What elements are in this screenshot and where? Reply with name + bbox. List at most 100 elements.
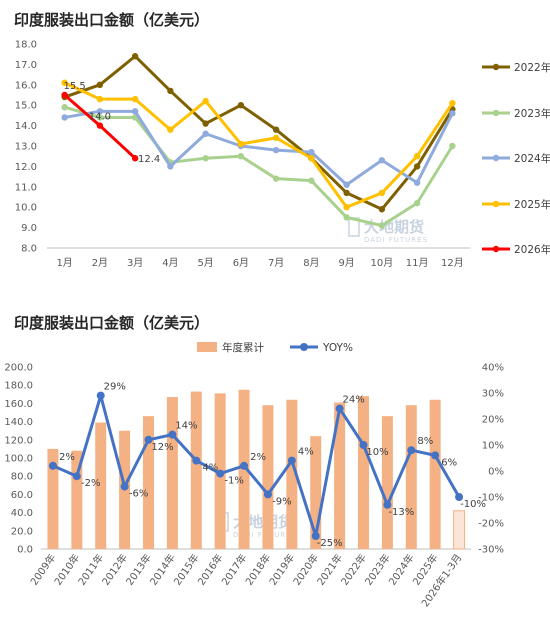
series-line-2022年 xyxy=(64,54,454,211)
watermark-subtext: DADI FUTURES xyxy=(364,236,428,244)
data-point xyxy=(378,206,386,213)
y-left-tick-label: 120.0 xyxy=(4,435,33,446)
y-tick-label: 12.0 xyxy=(15,162,37,173)
yoy-data-label: -9% xyxy=(272,496,291,507)
yoy-data-label: -13% xyxy=(388,507,414,518)
bar xyxy=(429,399,441,549)
y-left-tick-label: 40.0 xyxy=(11,508,33,519)
data-point xyxy=(131,155,139,162)
data-point xyxy=(413,179,421,186)
yoy-point xyxy=(359,441,368,449)
data-point xyxy=(96,81,104,89)
yoy-line xyxy=(52,394,461,538)
data-point xyxy=(61,79,68,86)
series-line-2025年 xyxy=(63,81,454,209)
y-tick-label: 18.0 xyxy=(15,40,37,51)
yoy-data-label: 4% xyxy=(298,447,314,458)
yoy-data-label: 14% xyxy=(175,421,197,432)
y-left-tick-label: 20.0 xyxy=(11,526,33,537)
data-point xyxy=(61,114,68,121)
legend-marker xyxy=(492,154,500,162)
x-tick-label: 7月 xyxy=(268,257,284,269)
legend-label-line: YOY% xyxy=(322,342,353,354)
yoy-point xyxy=(311,532,320,540)
data-point xyxy=(343,189,350,197)
data-point xyxy=(378,222,386,229)
yoy-point xyxy=(144,435,153,444)
data-point xyxy=(308,155,315,162)
data-point xyxy=(237,102,245,109)
bar xyxy=(190,391,202,549)
y-tick-label: 8.0 xyxy=(21,244,37,255)
data-point xyxy=(96,122,104,129)
yoy-data-label: 12% xyxy=(151,442,173,453)
x-tick-label: 2月 xyxy=(92,257,108,269)
data-point xyxy=(202,120,209,127)
data-point xyxy=(378,157,386,164)
bar xyxy=(47,448,59,549)
data-point xyxy=(343,181,350,188)
x-tick-label: 9月 xyxy=(338,257,354,269)
data-point xyxy=(96,108,104,115)
yoy-point xyxy=(216,469,225,478)
yoy-data-label: -6% xyxy=(129,489,148,500)
x-tick-label: 12月 xyxy=(441,257,464,269)
yoy-data-label: 29% xyxy=(104,382,126,393)
yoy-data-label: -2% xyxy=(81,478,100,489)
yoy-point xyxy=(335,404,344,413)
series-line-2023年 xyxy=(64,105,454,228)
legend-marker-line xyxy=(300,343,308,351)
data-point xyxy=(61,91,68,99)
yoy-point xyxy=(240,461,249,470)
y-right-tick-label: -20% xyxy=(478,519,504,530)
y-left-tick-label: 0.0 xyxy=(17,545,33,556)
data-point xyxy=(237,140,245,148)
data-point xyxy=(308,177,315,184)
bar xyxy=(334,402,346,549)
yoy-data-label: 10% xyxy=(366,447,388,458)
legend-label: 2023年 xyxy=(514,107,550,120)
bar xyxy=(358,396,369,549)
x-tick-label: 8月 xyxy=(303,257,319,269)
legend-label: 2025年 xyxy=(514,198,550,211)
yoy-point xyxy=(431,451,440,460)
legend-marker xyxy=(492,109,500,117)
x-tick-label: 5月 xyxy=(197,257,213,269)
chart2-title: 印度服装出口金额（亿美元） xyxy=(14,314,210,332)
data-point xyxy=(237,153,245,160)
yoy-point xyxy=(72,472,81,481)
y-right-tick-label: -30% xyxy=(478,545,504,556)
yoy-data-label: 8% xyxy=(417,436,433,447)
y-tick-label: 14.0 xyxy=(15,121,37,132)
x-tick-label: 3月 xyxy=(127,257,143,269)
data-point xyxy=(202,97,209,105)
yoy-point xyxy=(263,490,272,499)
yoy-data-label: 4% xyxy=(202,463,218,474)
data-point xyxy=(202,155,209,162)
data-point xyxy=(167,87,174,95)
data-point xyxy=(272,134,280,142)
chart1-title: 印度服装出口金额（亿美元） xyxy=(14,11,210,29)
data-point xyxy=(308,148,315,156)
data-point xyxy=(96,114,104,121)
yoy-data-label: 2% xyxy=(250,452,266,463)
data-point xyxy=(378,189,386,197)
x-tick-label: 11月 xyxy=(406,257,429,269)
yoy-data-label: 6% xyxy=(441,457,457,468)
yoy-point xyxy=(455,493,464,501)
bar xyxy=(286,399,298,549)
yoy-data-label: 24% xyxy=(342,395,364,406)
bar xyxy=(381,416,393,549)
y-left-tick-label: 200.0 xyxy=(4,363,33,374)
y-tick-label: 17.0 xyxy=(15,60,37,71)
y-right-tick-label: 10% xyxy=(482,441,504,452)
data-point xyxy=(96,95,104,103)
data-label: 12.4 xyxy=(138,154,160,165)
x-tick-label: 4月 xyxy=(162,257,178,269)
yoy-data-label: -25% xyxy=(317,538,343,549)
yoy-point xyxy=(168,430,177,439)
data-point xyxy=(343,204,350,211)
